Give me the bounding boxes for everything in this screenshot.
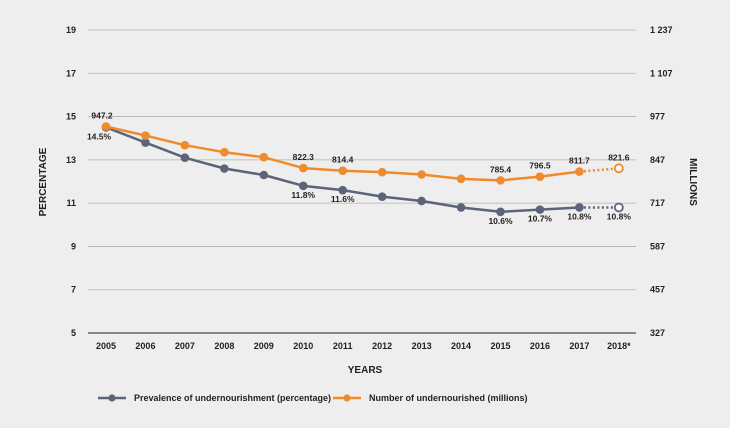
legend-label-number: Number of undernourished (millions) [369,393,528,403]
data-point-number [575,167,584,176]
x-tick-label: 2018* [607,341,631,351]
data-point-prevalence [613,202,624,213]
x-tick-label: 2014 [451,341,471,351]
right-tick-label: 327 [650,328,665,338]
data-label-number: 796.5 [529,161,551,171]
data-point-prevalence [298,181,308,191]
data-point-number [496,176,505,185]
right-tick-label: 587 [650,241,665,251]
x-axis-title: YEARS [348,365,383,376]
data-label-prevalence: 10.6% [488,216,513,226]
legend-label-prevalence: Prevalence of undernourishment (percenta… [134,393,331,403]
series-number: 947.2 822.3 814.4 785.4 796.5 811.7 821.6 [91,110,630,185]
data-point-prevalence [575,203,584,212]
data-point-number [180,140,190,150]
left-tick-label: 9 [71,241,76,251]
series-layer: 14.5% 11.8% 11.6% 10.6% 10.7% 10.8% 10.8% 947.2… [87,110,631,225]
data-point-prevalence [259,170,269,180]
data-point-number [338,166,348,176]
left-tick-label: 5 [71,328,76,338]
legend-item-prevalence: Prevalence of undernourishment (percenta… [98,393,331,403]
data-point-prevalence [338,185,348,195]
right-tick-label: 457 [650,285,665,295]
left-tick-label: 19 [66,25,76,35]
left-axis-ticks: 5 7 9 11 13 15 17 19 [66,25,76,338]
left-axis-title: PERCENTAGE [38,147,49,216]
data-label-number: 811.7 [569,156,590,166]
data-point-prevalence [417,196,426,206]
right-tick-label: 977 [650,112,665,122]
data-label-number: 821.6 [608,152,630,162]
x-tick-label: 2012 [372,341,392,351]
data-point-prevalence [377,192,387,201]
data-point-number [456,174,466,184]
right-tick-label: 717 [650,198,665,208]
x-tick-label: 2010 [293,341,313,351]
data-label-prevalence: 10.8% [607,211,632,221]
x-tick-label: 2009 [254,341,274,351]
series-line-projected-number [579,167,619,173]
data-point-number [220,147,229,157]
data-label-number: 814.4 [332,155,354,165]
data-label-number: 785.4 [490,164,512,174]
data-point-prevalence [456,203,466,212]
x-tick-label: 2006 [135,341,155,351]
x-tick-label: 2015 [490,341,510,351]
legend-item-number: Number of undernourished (millions) [333,393,528,403]
data-label-prevalence: 11.8% [291,190,315,200]
legend-marker-number [343,394,351,402]
data-point-prevalence [141,138,150,147]
data-point-number [417,170,426,179]
data-label-number: 947.2 [91,110,113,120]
data-label-prevalence: 14.5% [87,131,112,141]
data-label-number: 822.3 [293,152,315,162]
left-tick-label: 13 [66,155,76,165]
x-tick-label: 2016 [530,341,550,351]
data-point-prevalence [535,205,545,214]
legend: Prevalence of undernourishment (percenta… [98,393,528,403]
right-axis-ticks: 327 457 587 717 847 977 1 107 1 237 [650,25,673,338]
x-tick-label: 2011 [333,341,353,351]
data-point-number [613,163,624,174]
data-point-number [377,167,387,177]
right-axis-title: MILLIONS [687,158,698,206]
data-point-prevalence [220,164,229,173]
data-point-prevalence [496,207,505,217]
data-point-prevalence [180,153,190,162]
data-point-number [141,131,150,140]
right-tick-label: 1 107 [650,68,673,78]
x-tick-label: 2005 [96,341,116,351]
data-label-prevalence: 11.6% [331,194,355,204]
legend-marker-prevalence [108,394,116,402]
left-tick-label: 15 [66,112,76,122]
gridlines [88,29,636,334]
data-label-prevalence: 10.8% [567,211,592,221]
data-label-prevalence: 10.7% [528,214,553,224]
right-tick-label: 847 [650,155,665,165]
left-tick-label: 17 [66,68,76,78]
x-tick-label: 2008 [214,341,234,351]
data-point-number [101,122,111,131]
right-tick-label: 1 237 [650,25,673,35]
data-point-number [535,172,545,181]
x-tick-label: 2017 [569,341,589,351]
data-point-number [298,163,308,173]
left-tick-label: 11 [66,198,76,208]
left-tick-label: 7 [71,285,76,295]
x-tick-label: 2007 [175,341,195,351]
data-point-number [259,152,269,162]
x-tick-label: 2013 [412,341,432,351]
x-axis-ticks: 2005 2006 2007 2008 2009 2010 2011 2012 2013 2014… [96,341,631,351]
